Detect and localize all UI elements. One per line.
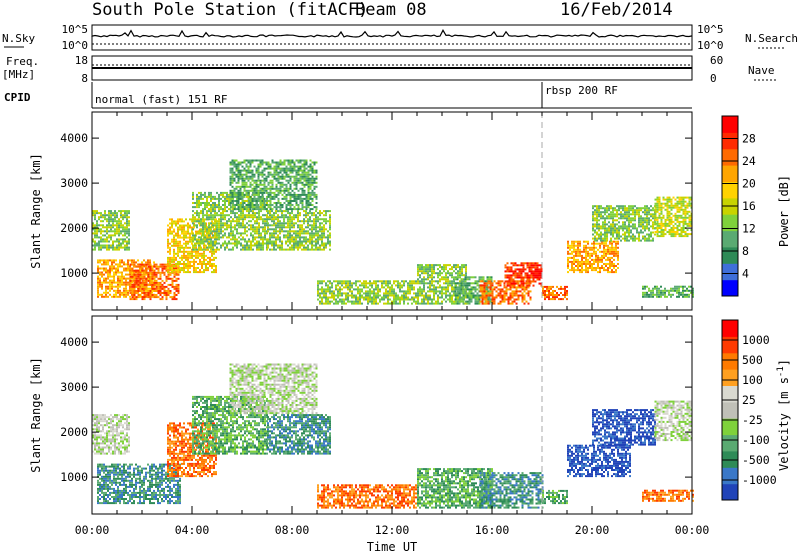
velocity-ylabel: Slant Range [km] <box>29 357 43 473</box>
power-region <box>317 280 417 305</box>
cpid-panel: CPID normal (fast) 151 RF rbsp 200 RF <box>4 82 692 109</box>
power-colorbar-tick: 4 <box>742 267 749 281</box>
velocity-colorbar-tick: -1000 <box>742 473 777 487</box>
velocity-region <box>592 409 656 446</box>
freq-tick-top: 18 <box>75 54 88 67</box>
time-tick-label: 12:00 <box>375 523 410 537</box>
power-ytick: 1000 <box>60 266 88 280</box>
freq-unit-label: [MHz] <box>2 68 35 81</box>
nsearch-label: N.Search <box>745 32 798 45</box>
velocity-region <box>92 414 130 455</box>
freq-label: Freq. <box>6 55 39 68</box>
velocity-colorbar-tick: 25 <box>742 393 756 407</box>
power-colorbar-tick: 28 <box>742 132 756 146</box>
velocity-region <box>567 444 631 478</box>
velocity-region <box>542 489 568 505</box>
power-region <box>654 196 693 238</box>
time-tick-label: 04:00 <box>175 523 210 537</box>
nsky-tick-top: 10^5 <box>62 23 89 36</box>
velocity-heatmap <box>92 363 694 509</box>
velocity-colorbar-tick: 500 <box>742 353 763 367</box>
power-colorbar-tick: 20 <box>742 177 756 191</box>
time-axis-label: Time UT <box>367 540 418 554</box>
cpid-label: CPID <box>4 91 31 104</box>
velocity-ytick: 2000 <box>60 425 88 439</box>
nsky-tick-bottom: 10^0 <box>62 39 89 52</box>
power-colorbar-tick: 16 <box>742 199 756 213</box>
velocity-region <box>317 484 417 509</box>
nsearch-tick-bottom: 10^0 <box>697 39 724 52</box>
nave-tick-bottom: 0 <box>710 72 717 85</box>
power-colorbar-tick: 12 <box>742 222 756 236</box>
time-tick-label: 08:00 <box>275 523 310 537</box>
velocity-colorbar-tick: 1000 <box>742 333 770 347</box>
power-region <box>92 210 130 251</box>
cpid-mode-normal: normal (fast) 151 RF <box>95 93 227 106</box>
velocity-colorbar: -1000 -500 -100 -25 25 100 500 1000 <box>721 319 777 501</box>
power-region <box>504 262 543 287</box>
power-region <box>229 159 318 211</box>
power-region <box>129 263 180 301</box>
beam-label: Beam 08 <box>355 0 427 20</box>
freq-tick-bottom: 8 <box>81 72 88 85</box>
cpid-mode-rbsp: rbsp 200 RF <box>545 84 618 97</box>
power-panel: 1000 2000 3000 4000 Slant Range [km] 4 8 12 16… <box>29 111 791 311</box>
power-ylabel: Slant Range [km] <box>29 153 43 269</box>
nave-label: Nave <box>748 64 775 77</box>
velocity-colorbar-tick: 100 <box>742 373 763 387</box>
nsky-panel: N.Sky 10^5 10^0 10^5 10^0 N.Search <box>2 23 798 52</box>
power-colorbar-tick: 24 <box>742 154 756 168</box>
velocity-region <box>654 400 693 442</box>
velocity-colorbar-tick: -25 <box>742 413 763 427</box>
velocity-region <box>97 463 181 505</box>
velocity-region <box>229 363 318 415</box>
velocity-ytick: 4000 <box>60 335 88 349</box>
power-region <box>592 205 656 242</box>
nsky-label: N.Sky <box>2 32 35 45</box>
velocity-colorbar-label: Velocity [m s-1] <box>776 359 791 471</box>
nsearch-tick-top: 10^5 <box>697 23 724 36</box>
power-region <box>567 240 619 274</box>
power-colorbar: 4 8 12 16 20 24 28 <box>721 115 756 297</box>
velocity-colorbar-tick: -100 <box>742 433 770 447</box>
velocity-colorbar-tick: -500 <box>742 453 770 467</box>
power-colorbar-tick: 8 <box>742 244 749 258</box>
power-ytick: 3000 <box>60 176 88 190</box>
time-tick-label: 00:00 <box>675 523 710 537</box>
power-heatmap <box>92 159 694 305</box>
time-tick-label: 16:00 <box>475 523 510 537</box>
velocity-ytick: 3000 <box>60 380 88 394</box>
date-label: 16/Feb/2014 <box>560 0 673 20</box>
time-tick-label: 20:00 <box>575 523 610 537</box>
station-title: South Pole Station (fitACF) <box>92 0 368 20</box>
nave-tick-top: 60 <box>710 54 723 67</box>
power-ytick: 2000 <box>60 221 88 235</box>
velocity-region <box>642 489 694 502</box>
velocity-ytick: 1000 <box>60 470 88 484</box>
freq-panel: Freq. [MHz] 18 8 60 0 Nave <box>2 54 778 85</box>
power-region <box>542 285 568 301</box>
nsky-series <box>91 29 693 38</box>
power-region <box>267 210 331 251</box>
velocity-region <box>267 414 331 455</box>
power-colorbar-label: Power [dB] <box>777 175 791 247</box>
time-axis-ticks: 00:00 04:00 08:00 12:00 16:00 20:00 00:00 <box>75 523 710 537</box>
time-tick-label: 00:00 <box>75 523 110 537</box>
power-region <box>642 285 694 298</box>
power-ytick: 4000 <box>60 131 88 145</box>
